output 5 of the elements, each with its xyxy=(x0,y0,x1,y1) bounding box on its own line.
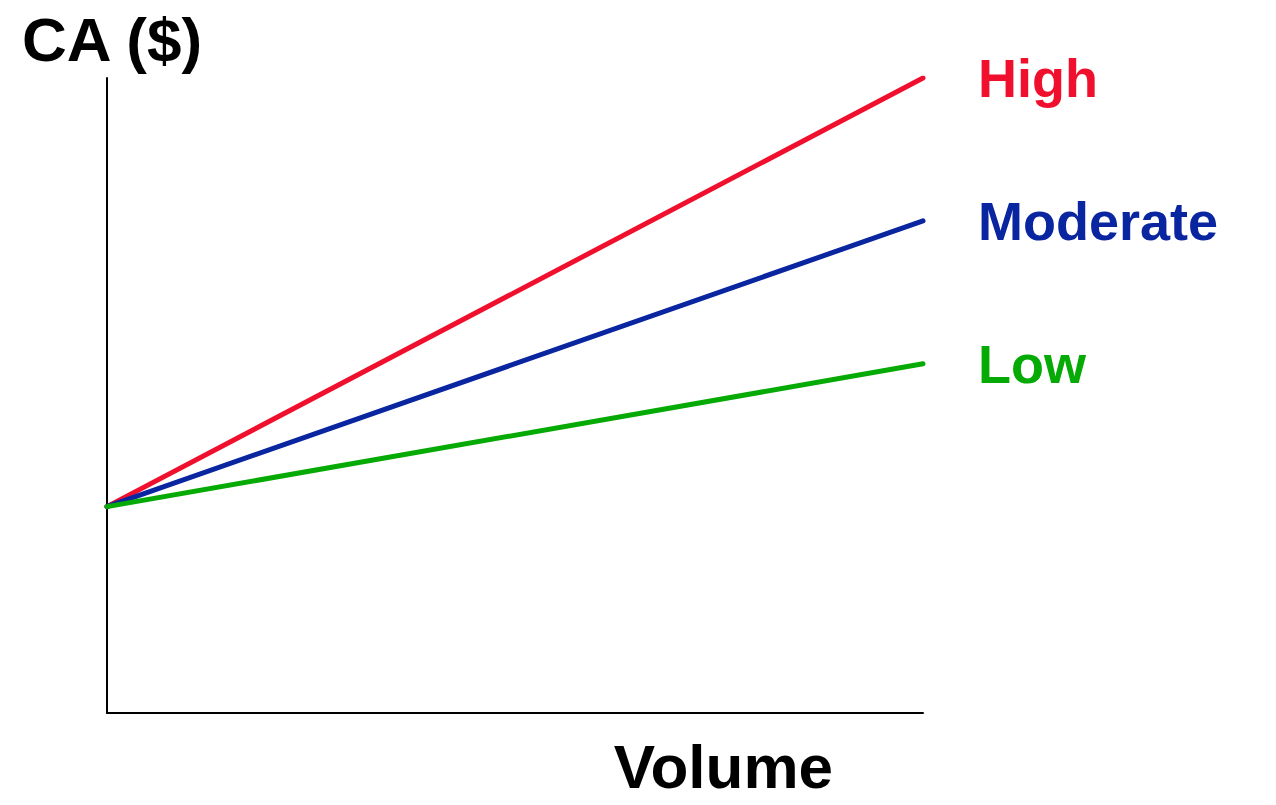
series-label: Low xyxy=(978,333,1087,394)
x-axis-title: Volume xyxy=(613,731,833,801)
series-label: Moderate xyxy=(978,190,1219,251)
y-axis-title: CA ($) xyxy=(21,4,203,74)
series-label: High xyxy=(978,48,1098,108)
